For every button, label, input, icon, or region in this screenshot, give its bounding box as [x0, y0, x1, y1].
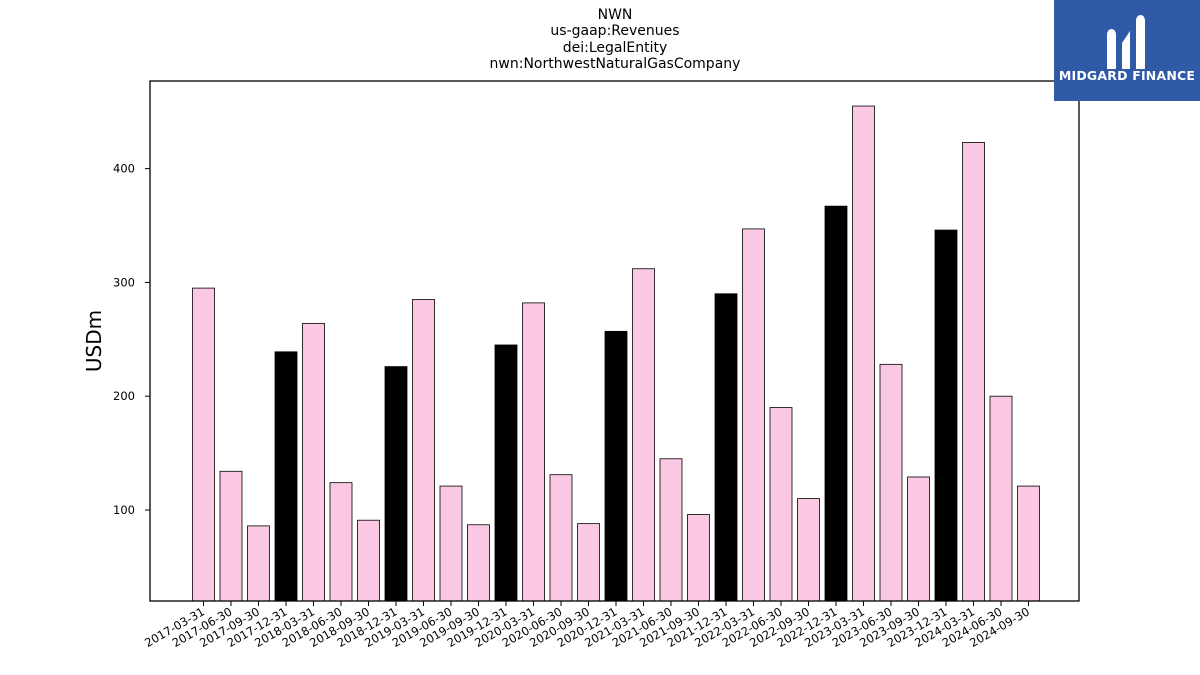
y-axis-label: USDm	[82, 310, 106, 372]
bar-2017-09-30	[247, 525, 270, 602]
bar-2019-12-31	[494, 344, 518, 602]
bar-2023-12-31	[934, 229, 958, 602]
logo-text: MIDGARD FINANCE	[1058, 68, 1196, 83]
plot-frame	[149, 80, 1080, 602]
bar-2023-09-30	[907, 476, 930, 602]
bar-2021-03-31	[632, 268, 655, 602]
bar-2019-09-30	[467, 524, 490, 602]
bar-2020-06-30	[549, 474, 573, 602]
bars-group	[192, 105, 1040, 602]
bar-2024-03-31	[962, 142, 985, 602]
bar-2017-06-30	[219, 470, 243, 602]
bar-2024-06-30	[989, 395, 1013, 602]
bar-2020-03-31	[522, 302, 545, 602]
bar-2022-12-31	[824, 205, 848, 602]
bar-2019-06-30	[439, 485, 463, 602]
bar-2024-09-30	[1017, 485, 1040, 602]
bar-2018-09-30	[357, 519, 380, 602]
y-tick-label: 200	[113, 389, 135, 403]
bar-2023-03-31	[852, 105, 875, 602]
bar-2020-12-31	[604, 330, 628, 602]
y-tick-label: 300	[113, 275, 135, 289]
bar-2018-06-30	[329, 482, 353, 602]
bar-2022-06-30	[769, 407, 793, 602]
bar-2019-03-31	[412, 299, 435, 602]
bar-2021-12-31	[714, 293, 738, 602]
bar-2018-03-31	[302, 322, 325, 602]
x-axis: 2017-03-312017-06-302017-09-302017-12-31…	[142, 601, 1032, 650]
bar-2023-06-30	[879, 363, 903, 602]
y-axis: 100 200 300 400	[113, 162, 150, 517]
y-tick-label: 100	[113, 503, 135, 517]
midgard-finance-logo: MIDGARD FINANCE	[1054, 0, 1200, 101]
y-tick-label: 400	[113, 162, 135, 176]
bar-2021-09-30	[687, 514, 710, 602]
chart-title-dimension: dei:LegalEntity	[562, 40, 668, 56]
logo-mark-icon	[1107, 15, 1145, 69]
bar-2017-12-31	[274, 351, 298, 602]
bar-2018-12-31	[384, 366, 408, 602]
bar-2022-03-31	[742, 228, 765, 602]
chart-title-ticker: NWN	[597, 7, 633, 23]
chart-title-concept: us-gaap:Revenues	[550, 23, 680, 39]
bar-2017-03-31	[192, 287, 215, 602]
bar-2022-09-30	[797, 498, 820, 602]
bar-2021-06-30	[659, 458, 683, 602]
bar-2020-09-30	[577, 523, 600, 602]
chart-title-member: nwn:NorthwestNaturalGasCompany	[489, 56, 741, 72]
